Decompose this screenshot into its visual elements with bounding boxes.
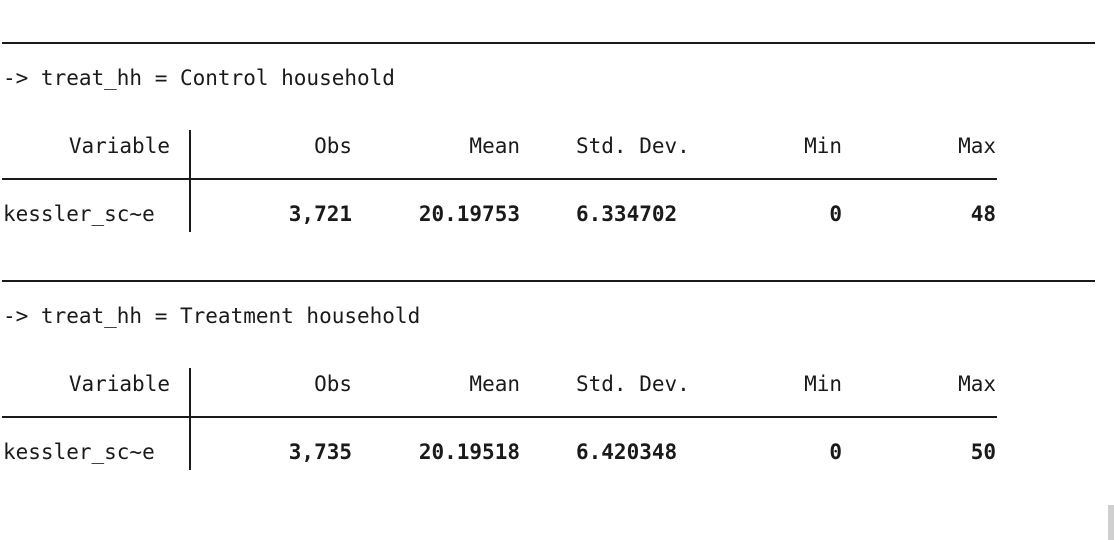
group-header: -> treat_hh = Control household <box>3 66 395 90</box>
group-header: -> treat_hh = Treatment household <box>3 304 421 328</box>
table-divider-horizontal <box>2 178 997 180</box>
col-header-std-dev: Std. Dev. <box>576 372 690 396</box>
row-obs: 3,721 <box>288 202 352 226</box>
row-obs: 3,735 <box>288 440 352 464</box>
table-divider-horizontal <box>2 416 997 418</box>
row-min: 0 <box>829 202 842 226</box>
col-header-variable: Variable <box>68 372 170 396</box>
row-std-dev: 6.420348 <box>576 440 678 464</box>
col-header-mean: Mean <box>469 372 520 396</box>
separator-rule <box>2 42 1095 44</box>
row-mean: 20.19753 <box>418 202 520 226</box>
table-divider-vertical <box>189 368 191 470</box>
col-header-mean: Mean <box>469 134 520 158</box>
col-header-variable: Variable <box>68 134 170 158</box>
separator-rule <box>2 280 1095 282</box>
row-variable: kessler_sc~e <box>3 440 155 464</box>
row-mean: 20.19518 <box>418 440 520 464</box>
row-min: 0 <box>829 440 842 464</box>
col-header-std-dev: Std. Dev. <box>576 134 690 158</box>
scrollbar-thumb[interactable] <box>1108 505 1114 540</box>
col-header-obs: Obs <box>314 372 352 396</box>
col-header-obs: Obs <box>314 134 352 158</box>
col-header-min: Min <box>804 134 842 158</box>
row-std-dev: 6.334702 <box>576 202 678 226</box>
table-divider-vertical <box>189 130 191 232</box>
col-header-max: Max <box>958 372 996 396</box>
row-max: 48 <box>970 202 996 226</box>
row-max: 50 <box>970 440 996 464</box>
col-header-max: Max <box>958 134 996 158</box>
row-variable: kessler_sc~e <box>3 202 155 226</box>
col-header-min: Min <box>804 372 842 396</box>
